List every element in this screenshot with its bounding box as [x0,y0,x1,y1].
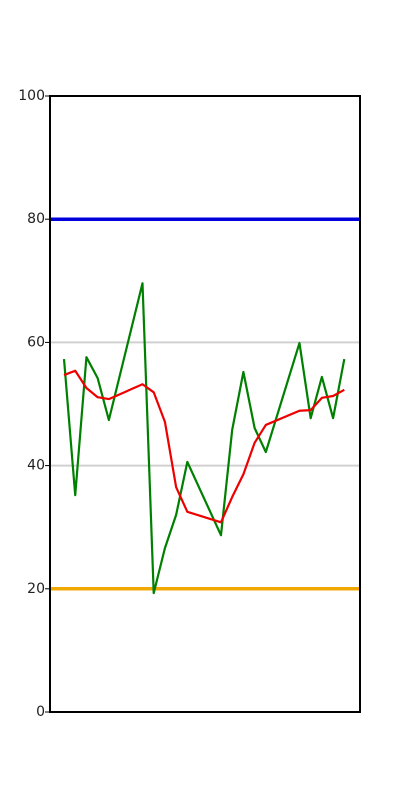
plot-frame [49,95,361,713]
y-tick-label: 20 [27,581,45,597]
y-tick-label: 40 [27,458,45,474]
y-tick-label: 60 [27,334,45,350]
series-line [62,282,346,595]
y-tick-label: 100 [18,88,45,104]
y-tick-label: 80 [27,211,45,227]
y-tick-label: 0 [36,704,45,720]
series-line [63,369,345,524]
